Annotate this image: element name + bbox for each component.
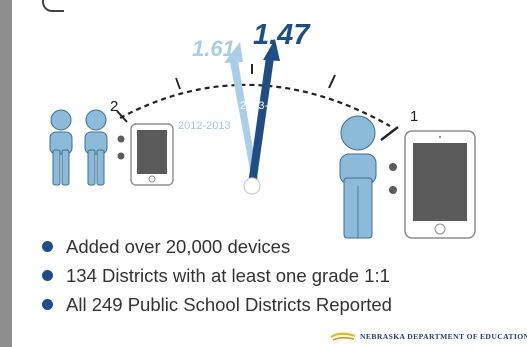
bullet-icon bbox=[42, 241, 53, 252]
value-2013-2014: 1.47 bbox=[253, 19, 310, 51]
wheat-logo-icon bbox=[330, 332, 356, 341]
list-item: 134 Districts with at least one grade 1:… bbox=[42, 261, 392, 290]
bullet-list: Added over 20,000 devices 134 Districts … bbox=[42, 232, 392, 319]
list-item-text: 134 Districts with at least one grade 1:… bbox=[66, 265, 390, 286]
top-decoration bbox=[42, 0, 64, 12]
gauge-tick bbox=[328, 74, 336, 89]
bullet-dot-icon bbox=[389, 163, 397, 171]
list-item: Added over 20,000 devices bbox=[42, 232, 392, 261]
label-2012-2013: 2012-2013 bbox=[178, 120, 231, 132]
bullet-icon bbox=[42, 270, 53, 281]
tablet-icon bbox=[130, 123, 174, 186]
needle-2013-2014-arrowhead bbox=[263, 39, 280, 61]
footer-logo: NEBRASKA DEPARTMENT OF EDUCATION bbox=[330, 328, 527, 344]
scale-label-left: 2 bbox=[110, 98, 119, 115]
needle-2013-2014 bbox=[248, 57, 274, 185]
person-icon bbox=[339, 115, 377, 239]
gauge-pivot bbox=[243, 177, 261, 195]
organization-name: NEBRASKA DEPARTMENT OF EDUCATION bbox=[360, 331, 527, 341]
bullet-dot-icon bbox=[389, 186, 397, 194]
list-item-text: All 249 Public School Districts Reported bbox=[66, 294, 392, 315]
person-icon bbox=[49, 109, 73, 186]
bullet-dot-icon bbox=[117, 135, 125, 143]
left-edge-bar bbox=[0, 0, 12, 347]
gauge-tick-1 bbox=[380, 126, 399, 141]
bullet-icon bbox=[42, 299, 53, 310]
needle-2012-2013-arrowhead bbox=[224, 42, 243, 63]
gauge-graphic bbox=[49, 39, 476, 239]
bullet-dot-icon bbox=[117, 152, 125, 160]
list-item: All 249 Public School Districts Reported bbox=[42, 290, 392, 319]
label-2013-2014: 2013-2014 bbox=[240, 100, 293, 112]
needle-2012-2013 bbox=[230, 61, 259, 186]
gauge-tick-2 bbox=[116, 110, 128, 123]
person-icon bbox=[84, 109, 108, 186]
gauge-tick bbox=[175, 77, 181, 90]
scale-label-right: 1 bbox=[410, 108, 419, 125]
gauge-arc bbox=[119, 83, 391, 127]
value-2012-2013: 1.61 bbox=[192, 36, 235, 61]
tablet-icon bbox=[404, 130, 476, 239]
list-item-text: Added over 20,000 devices bbox=[66, 236, 291, 257]
